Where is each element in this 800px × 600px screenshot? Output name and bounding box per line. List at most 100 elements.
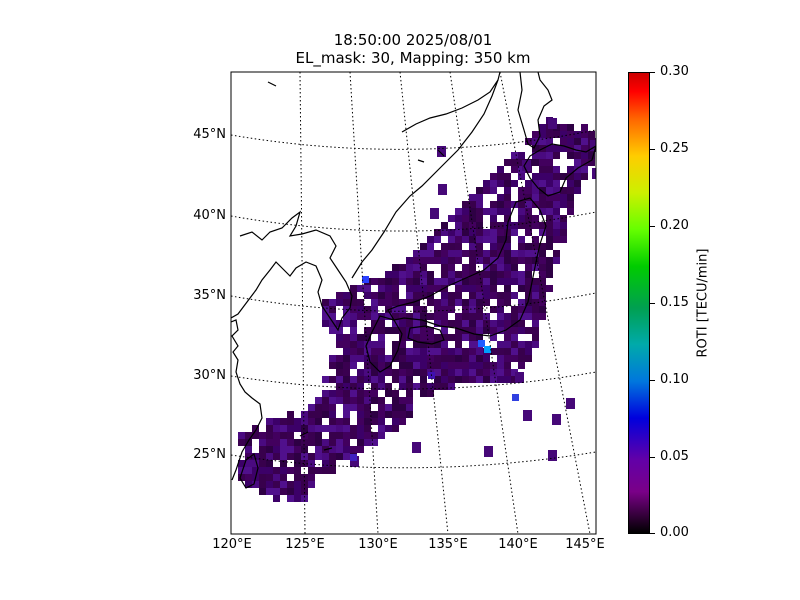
roti-pixel [364,313,371,320]
roti-pixel [434,320,441,327]
roti-pixel [413,299,420,306]
roti-pixel [511,271,518,278]
roti-pixel [441,278,448,285]
roti-pixel [336,369,343,376]
roti-pixel [273,488,280,495]
roti-pixel [385,271,392,278]
roti-pixel [539,159,546,166]
roti-pixel [273,481,280,488]
roti-pixel [266,460,273,467]
roti-pixel [476,194,483,201]
roti-pixel [420,278,427,285]
roti-pixel [434,369,441,376]
roti-pixel [518,222,525,229]
roti-pixel [455,257,462,264]
roti-pixel [462,362,469,369]
roti-pixel [420,376,427,383]
roti-pixel [406,264,413,271]
roti-pixel [469,299,476,306]
roti-pixel [406,299,413,306]
roti-pixel [329,313,336,320]
roti-pixel [504,229,511,236]
roti-pixel [434,376,441,383]
roti-pixel [371,362,378,369]
roti-pixel [455,299,462,306]
roti-pixel [350,285,357,292]
colorbar-tick-000: 0.00 [660,525,689,540]
roti-pixel [287,488,294,495]
roti-pixel [399,418,406,425]
roti-pixel [483,250,490,257]
roti-pixel [539,194,546,201]
roti-pixel [420,327,427,334]
roti-pixel [399,383,406,390]
roti-pixel [266,467,273,474]
roti-pixel [497,299,504,306]
roti-pixel [357,306,364,313]
roti-pixel [399,327,406,334]
roti-pixel [441,292,448,299]
roti-pixel [504,348,511,355]
roti-pixel [483,313,490,320]
roti-pixel [497,355,504,362]
roti-pixel [511,159,518,166]
roti-pixel [455,292,462,299]
roti-pixel [420,285,427,292]
roti-pixel-high [512,394,519,401]
coastline-korea [231,210,353,332]
roti-pixel [574,159,581,166]
roti-pixel [273,474,280,481]
roti-pixel [392,313,399,320]
roti-pixel [434,362,441,369]
roti-pixel [490,236,497,243]
roti-pixel [574,166,581,173]
roti-pixel [497,208,504,215]
roti-pixel [483,320,490,327]
roti-pixel [574,145,581,152]
roti-pixel [364,439,371,446]
roti-pixel [518,194,525,201]
roti-pixel [511,166,518,173]
roti-pixel [469,236,476,243]
roti-pixel [420,334,427,341]
roti-pixel [518,299,525,306]
roti-pixel [420,362,427,369]
roti-pixel [497,362,504,369]
roti-pixel [392,278,399,285]
roti-pixel [553,145,560,152]
roti-pixel [343,362,350,369]
roti-pixel [476,327,483,334]
roti-pixel [406,397,413,404]
roti-pixel [371,376,378,383]
roti-pixel [336,355,343,362]
roti-pixel [343,341,350,348]
roti-pixel [504,215,511,222]
roti-pixel [553,229,560,236]
roti-pixel [504,257,511,264]
roti-pixel [483,362,490,369]
roti-pixel [357,341,364,348]
roti-pixel [525,243,532,250]
roti-pixel [427,243,434,250]
roti-pixel [392,425,399,432]
roti-pixel [476,229,483,236]
roti-pixel [385,390,392,397]
roti-pixel [441,257,448,264]
roti-pixel [476,369,483,376]
roti-pixel [252,481,259,488]
roti-pixel [581,173,588,180]
roti-pixel [322,299,329,306]
roti-pixel [329,439,336,446]
roti-pixel [329,425,336,432]
roti-pixel [336,341,343,348]
roti-pixel [364,327,371,334]
roti-pixel [378,341,385,348]
roti-pixel [532,306,539,313]
roti-pixel [336,418,343,425]
roti-pixel [434,341,441,348]
roti-pixel [399,348,406,355]
roti-pixel [238,439,245,446]
roti-pixel [350,341,357,348]
roti-pixel [448,355,455,362]
roti-pixel [552,414,561,425]
